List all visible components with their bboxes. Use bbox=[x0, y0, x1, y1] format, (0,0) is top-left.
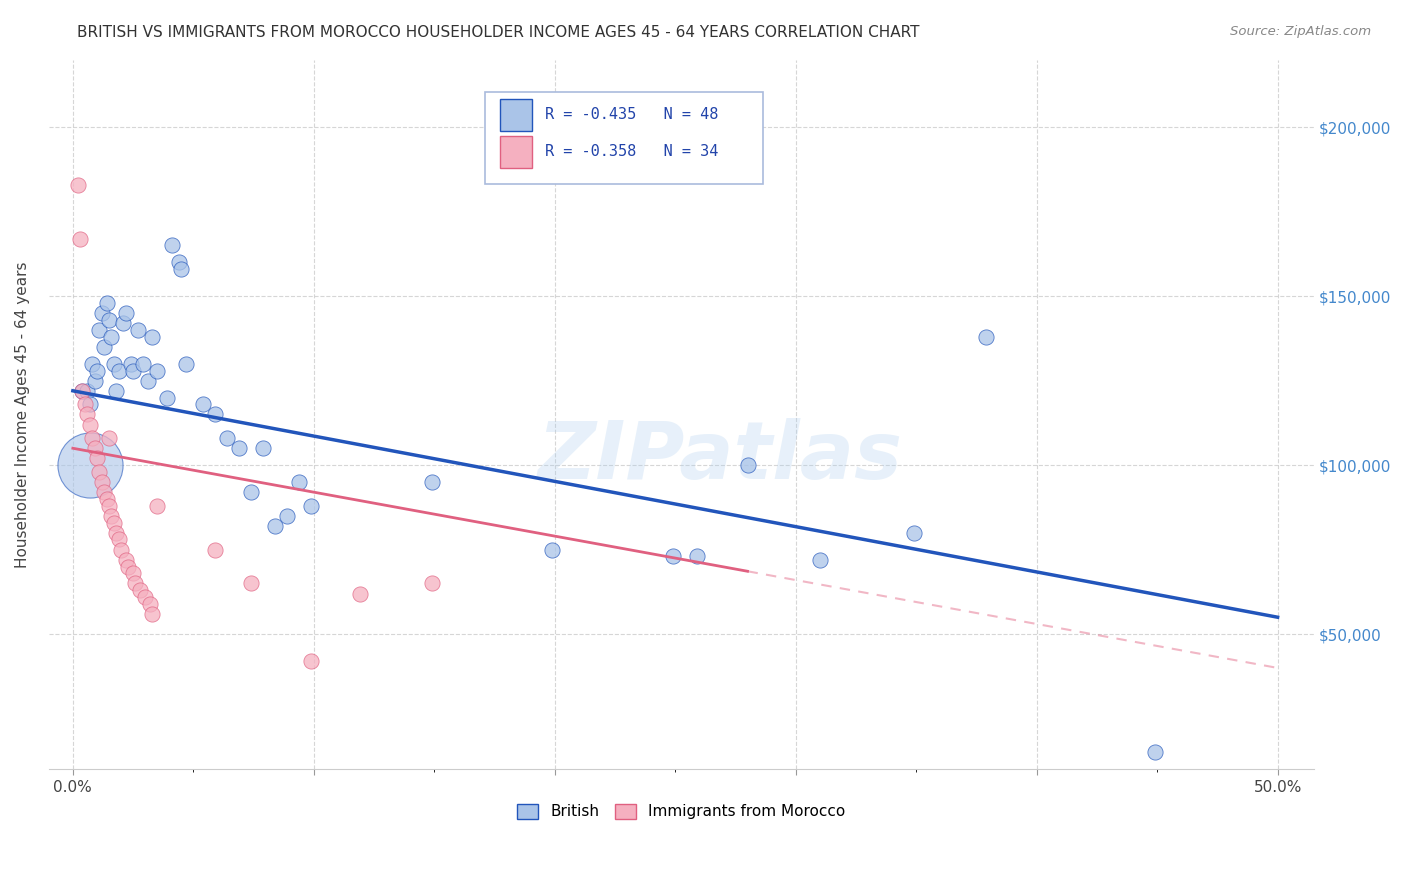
Point bbox=[276, 508, 298, 523]
Text: BRITISH VS IMMIGRANTS FROM MOROCCO HOUSEHOLDER INCOME AGES 45 - 64 YEARS CORRELA: BRITISH VS IMMIGRANTS FROM MOROCCO HOUSE… bbox=[77, 25, 920, 40]
Point bbox=[737, 458, 759, 472]
Point bbox=[89, 323, 111, 337]
Point bbox=[156, 391, 179, 405]
Point bbox=[117, 559, 139, 574]
Point bbox=[83, 442, 105, 456]
Point bbox=[115, 306, 138, 320]
Point bbox=[132, 357, 155, 371]
Text: ZIPatlas: ZIPatlas bbox=[537, 418, 901, 496]
Point bbox=[299, 654, 322, 668]
Point bbox=[98, 499, 121, 513]
Point bbox=[141, 607, 163, 621]
Point bbox=[86, 451, 108, 466]
Point bbox=[115, 553, 138, 567]
FancyBboxPatch shape bbox=[501, 99, 531, 131]
Point bbox=[141, 329, 163, 343]
Point bbox=[90, 306, 112, 320]
Point bbox=[160, 238, 183, 252]
Point bbox=[96, 491, 118, 506]
Point bbox=[127, 323, 149, 337]
Point bbox=[146, 499, 169, 513]
Point bbox=[974, 329, 997, 343]
Point bbox=[110, 542, 132, 557]
Point bbox=[288, 475, 311, 489]
Point bbox=[420, 576, 443, 591]
Point bbox=[252, 442, 274, 456]
Point bbox=[103, 516, 125, 530]
Point bbox=[129, 583, 152, 598]
Point bbox=[420, 475, 443, 489]
Point bbox=[105, 384, 128, 398]
Point bbox=[204, 408, 226, 422]
Point bbox=[170, 262, 193, 277]
Point bbox=[228, 442, 250, 456]
Point bbox=[122, 566, 145, 581]
Point bbox=[86, 363, 108, 377]
Point bbox=[146, 363, 169, 377]
FancyBboxPatch shape bbox=[485, 92, 763, 184]
Point bbox=[167, 255, 190, 269]
Point bbox=[903, 525, 925, 540]
Point bbox=[134, 590, 156, 604]
Point bbox=[240, 485, 263, 500]
Point bbox=[105, 525, 128, 540]
Text: R = -0.358   N = 34: R = -0.358 N = 34 bbox=[544, 145, 718, 160]
FancyBboxPatch shape bbox=[501, 136, 531, 168]
Text: Source: ZipAtlas.com: Source: ZipAtlas.com bbox=[1230, 25, 1371, 38]
Point bbox=[107, 363, 129, 377]
Point bbox=[299, 499, 322, 513]
Point bbox=[69, 232, 91, 246]
Point bbox=[83, 374, 105, 388]
Point bbox=[100, 329, 122, 343]
Point bbox=[90, 475, 112, 489]
Point bbox=[82, 431, 104, 445]
Point bbox=[98, 431, 121, 445]
Y-axis label: Householder Income Ages 45 - 64 years: Householder Income Ages 45 - 64 years bbox=[15, 261, 30, 567]
Point bbox=[264, 519, 287, 533]
Point bbox=[93, 485, 115, 500]
Point bbox=[112, 316, 135, 330]
Point bbox=[79, 458, 101, 472]
Point bbox=[1143, 746, 1166, 760]
Point bbox=[66, 178, 89, 192]
Point bbox=[808, 553, 831, 567]
Point bbox=[139, 597, 162, 611]
Point bbox=[93, 340, 115, 354]
Legend: British, Immigrants from Morocco: British, Immigrants from Morocco bbox=[510, 797, 852, 825]
Point bbox=[73, 397, 96, 411]
Point bbox=[98, 313, 121, 327]
Text: R = -0.435   N = 48: R = -0.435 N = 48 bbox=[544, 107, 718, 122]
Point bbox=[174, 357, 197, 371]
Point bbox=[349, 586, 371, 600]
Point bbox=[541, 542, 564, 557]
Point bbox=[100, 508, 122, 523]
Point bbox=[191, 397, 214, 411]
Point bbox=[103, 357, 125, 371]
Point bbox=[120, 357, 142, 371]
Point bbox=[79, 417, 101, 432]
Point bbox=[96, 296, 118, 310]
Point bbox=[72, 384, 94, 398]
Point bbox=[72, 384, 94, 398]
Point bbox=[79, 397, 101, 411]
Point bbox=[76, 384, 98, 398]
Point bbox=[136, 374, 159, 388]
Point bbox=[76, 408, 98, 422]
Point bbox=[89, 465, 111, 479]
Point bbox=[107, 533, 129, 547]
Point bbox=[215, 431, 238, 445]
Point bbox=[122, 363, 145, 377]
Point bbox=[240, 576, 263, 591]
Point bbox=[124, 576, 146, 591]
Point bbox=[686, 549, 709, 564]
Point bbox=[82, 357, 104, 371]
Point bbox=[204, 542, 226, 557]
Point bbox=[662, 549, 685, 564]
